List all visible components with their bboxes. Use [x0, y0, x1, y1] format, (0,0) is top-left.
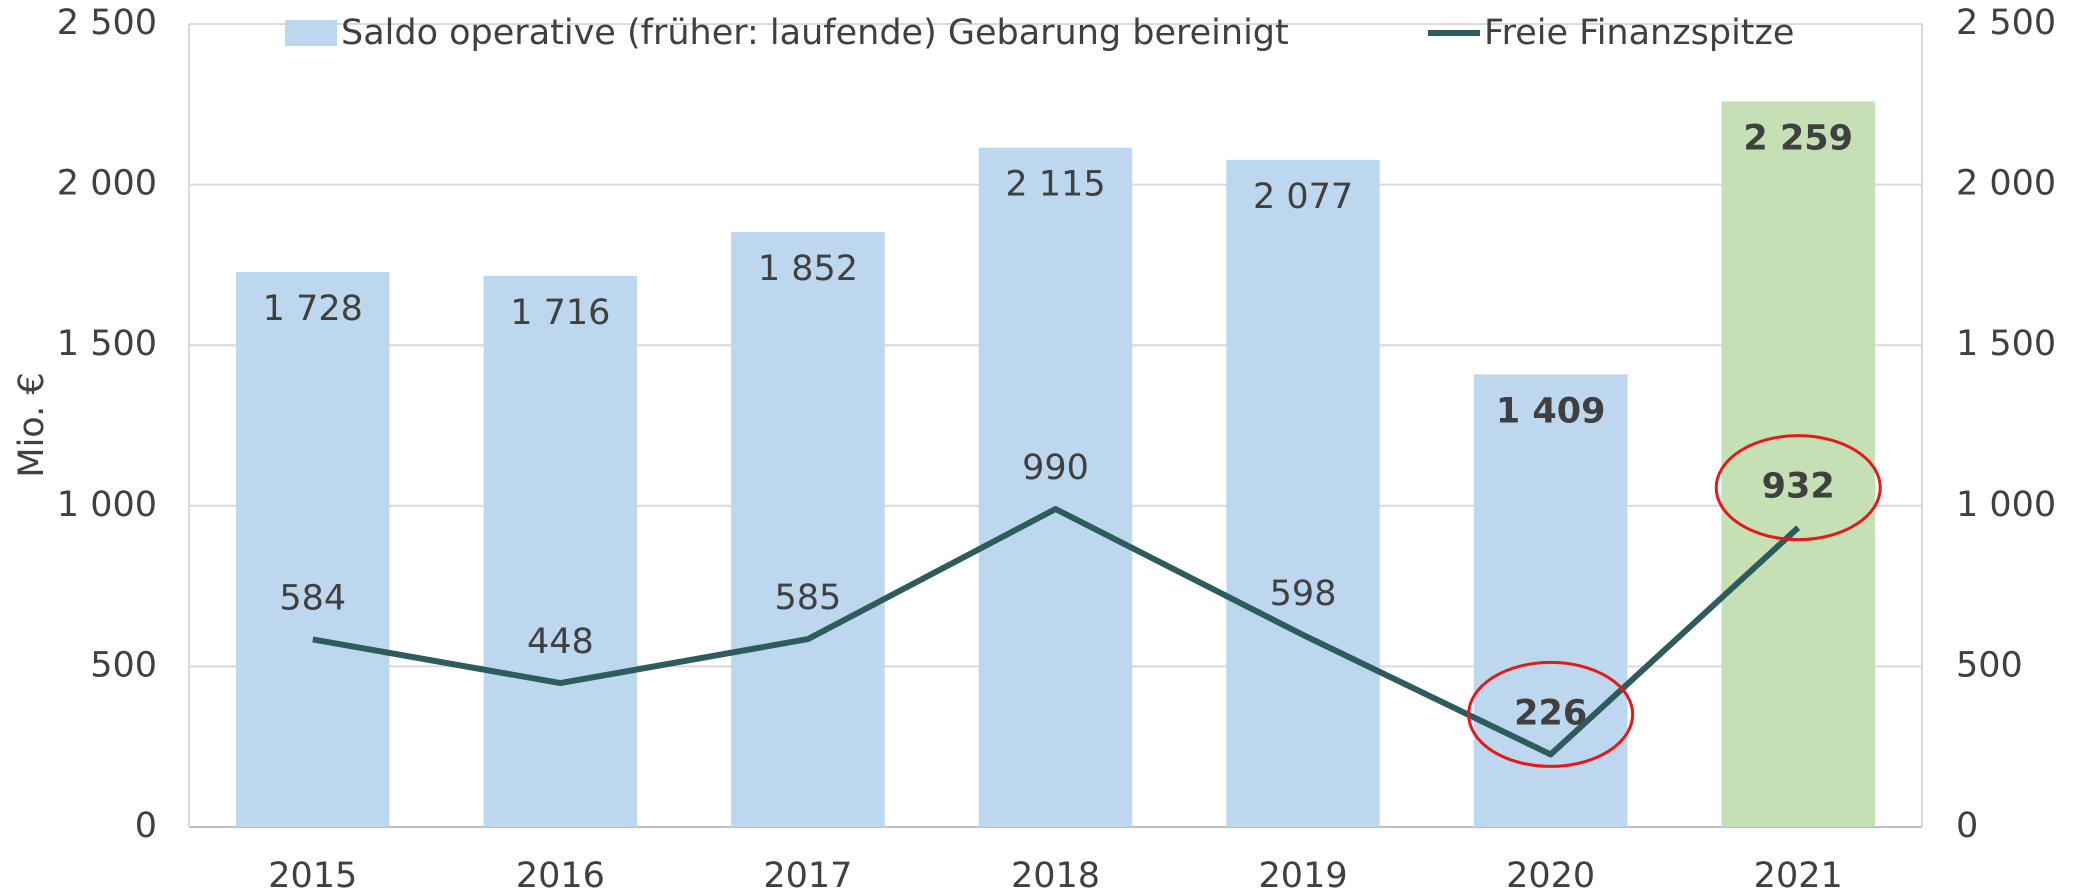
- bar-value-label: 2 077: [1253, 177, 1353, 217]
- bar: [1721, 101, 1875, 828]
- bar: [483, 275, 638, 827]
- x-tick-label: 2021: [1754, 856, 1843, 893]
- line-value-label: 598: [1270, 574, 1337, 614]
- bar-value-label: 2 115: [1005, 165, 1105, 205]
- line-value-label: 584: [279, 578, 346, 618]
- y2-tick-label: 2 500: [1956, 3, 2056, 43]
- bar-value-label: 2 259: [1743, 118, 1853, 158]
- y2-tick-label: 0: [1956, 806, 1978, 846]
- y2-tick-label: 1 000: [1956, 485, 2056, 525]
- bar-value-label: 1 409: [1496, 391, 1606, 431]
- line-value-label: 932: [1762, 467, 1835, 507]
- line: [312, 506, 1801, 758]
- bar: [1473, 374, 1628, 827]
- y-tick-label: 500: [90, 645, 157, 685]
- highlight-circle: [1714, 434, 1882, 542]
- y-tick-label: 2 000: [57, 164, 157, 204]
- bar: [731, 232, 885, 828]
- y2-tick-label: 500: [1956, 645, 2023, 685]
- y-tick-label: 1 000: [57, 485, 157, 525]
- line-value-label: 226: [1514, 693, 1587, 733]
- highlight-circle: [1467, 660, 1635, 768]
- x-tick-label: 2018: [1011, 856, 1100, 893]
- bar-value-label: 1 716: [510, 293, 610, 333]
- x-tick-label: 2017: [763, 856, 852, 893]
- bar: [236, 271, 390, 827]
- legend-label: Saldo operative (früher: laufende) Gebar…: [341, 13, 1289, 53]
- bar-value-label: 1 728: [263, 289, 363, 329]
- y-tick-label: 2 500: [57, 3, 157, 43]
- bar: [978, 147, 1133, 828]
- line-value-label: 990: [1022, 448, 1089, 488]
- y2-tick-label: 2 000: [1956, 164, 2056, 204]
- y-axis-title: Mio. €: [12, 372, 52, 477]
- legend-label: Freie Finanzspitze: [1484, 13, 1794, 53]
- x-tick-label: 2019: [1259, 856, 1348, 893]
- x-tick-label: 2016: [516, 856, 605, 893]
- bar: [1226, 159, 1380, 827]
- line-value-label: 448: [527, 622, 594, 662]
- y2-tick-label: 1 500: [1956, 324, 2056, 364]
- bar-value-label: 1 852: [758, 249, 858, 289]
- legend-swatch: [285, 20, 337, 46]
- y-tick-label: 0: [135, 806, 157, 846]
- y-tick-label: 1 500: [57, 324, 157, 364]
- x-tick-label: 2020: [1506, 856, 1595, 893]
- line-value-label: 585: [775, 578, 842, 618]
- x-tick-label: 2015: [268, 856, 357, 893]
